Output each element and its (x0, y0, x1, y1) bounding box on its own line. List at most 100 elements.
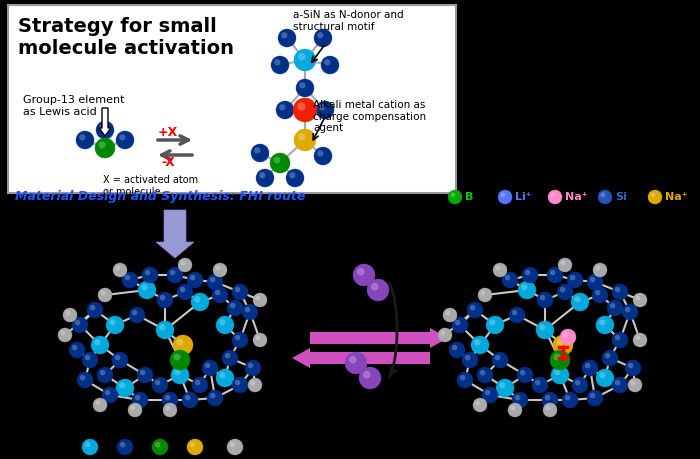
Circle shape (72, 345, 78, 350)
Circle shape (498, 190, 512, 204)
Circle shape (72, 317, 88, 333)
Circle shape (116, 131, 134, 149)
Circle shape (610, 303, 615, 308)
FancyArrow shape (156, 210, 194, 258)
Circle shape (76, 131, 94, 149)
Circle shape (170, 270, 176, 275)
Circle shape (274, 157, 281, 163)
Circle shape (163, 403, 177, 417)
Circle shape (294, 49, 316, 71)
Circle shape (205, 363, 211, 369)
Circle shape (216, 369, 234, 387)
Circle shape (561, 260, 566, 265)
Circle shape (296, 79, 314, 97)
Circle shape (185, 395, 190, 400)
Circle shape (473, 398, 487, 412)
Circle shape (625, 307, 631, 313)
Circle shape (367, 279, 389, 301)
Circle shape (125, 275, 130, 280)
Circle shape (314, 29, 332, 47)
Circle shape (170, 350, 190, 370)
Circle shape (96, 121, 114, 139)
Circle shape (165, 405, 170, 410)
Text: -X: -X (161, 157, 175, 169)
Circle shape (256, 336, 260, 341)
Circle shape (607, 300, 623, 316)
FancyArrow shape (99, 108, 111, 136)
Circle shape (520, 370, 526, 375)
Circle shape (87, 302, 103, 318)
Circle shape (317, 32, 323, 39)
Circle shape (321, 56, 339, 74)
Circle shape (128, 403, 142, 417)
Circle shape (122, 272, 138, 288)
Circle shape (554, 369, 561, 375)
Circle shape (599, 372, 605, 379)
Circle shape (155, 442, 160, 448)
Circle shape (563, 332, 568, 337)
Circle shape (245, 360, 261, 376)
Circle shape (449, 342, 465, 358)
Circle shape (512, 392, 528, 408)
Circle shape (181, 260, 186, 265)
Circle shape (471, 336, 489, 354)
Circle shape (162, 392, 178, 408)
Circle shape (234, 380, 240, 386)
Circle shape (274, 59, 281, 66)
Circle shape (99, 124, 106, 130)
Circle shape (596, 369, 614, 387)
Circle shape (612, 332, 628, 348)
Circle shape (486, 316, 504, 334)
Circle shape (545, 405, 550, 410)
Circle shape (440, 330, 445, 336)
Circle shape (517, 367, 533, 383)
Circle shape (187, 439, 203, 455)
Circle shape (553, 335, 573, 355)
Circle shape (550, 270, 555, 275)
Circle shape (194, 296, 200, 302)
Circle shape (171, 366, 189, 384)
Circle shape (157, 292, 173, 308)
Text: Alkali metal cation as
charge compensation
agent: Alkali metal cation as charge compensati… (313, 100, 426, 133)
Circle shape (254, 147, 260, 153)
Circle shape (253, 333, 267, 347)
Circle shape (525, 270, 531, 275)
Circle shape (631, 381, 636, 386)
Circle shape (587, 390, 603, 406)
Circle shape (557, 284, 573, 300)
Circle shape (493, 263, 507, 277)
Circle shape (227, 439, 243, 455)
Circle shape (132, 392, 148, 408)
Circle shape (167, 267, 183, 283)
Circle shape (571, 293, 589, 311)
Circle shape (75, 320, 80, 325)
Circle shape (112, 352, 128, 368)
Circle shape (535, 380, 540, 386)
Circle shape (593, 263, 607, 277)
Circle shape (556, 338, 564, 346)
Circle shape (106, 316, 124, 334)
Circle shape (540, 295, 545, 300)
Circle shape (82, 439, 98, 455)
Circle shape (276, 101, 294, 119)
Circle shape (539, 324, 545, 330)
Circle shape (547, 267, 563, 283)
Circle shape (612, 284, 628, 300)
Circle shape (554, 353, 561, 360)
Circle shape (210, 393, 216, 398)
Circle shape (633, 293, 647, 307)
Circle shape (145, 270, 150, 275)
Circle shape (174, 369, 181, 375)
Circle shape (234, 335, 240, 341)
Circle shape (256, 296, 260, 300)
Circle shape (615, 287, 620, 292)
Circle shape (590, 393, 596, 398)
Circle shape (548, 190, 562, 204)
Circle shape (485, 390, 491, 395)
Circle shape (109, 319, 116, 325)
Circle shape (452, 345, 457, 350)
Circle shape (192, 377, 208, 393)
Circle shape (132, 310, 137, 315)
Circle shape (164, 395, 170, 400)
Circle shape (93, 398, 107, 412)
